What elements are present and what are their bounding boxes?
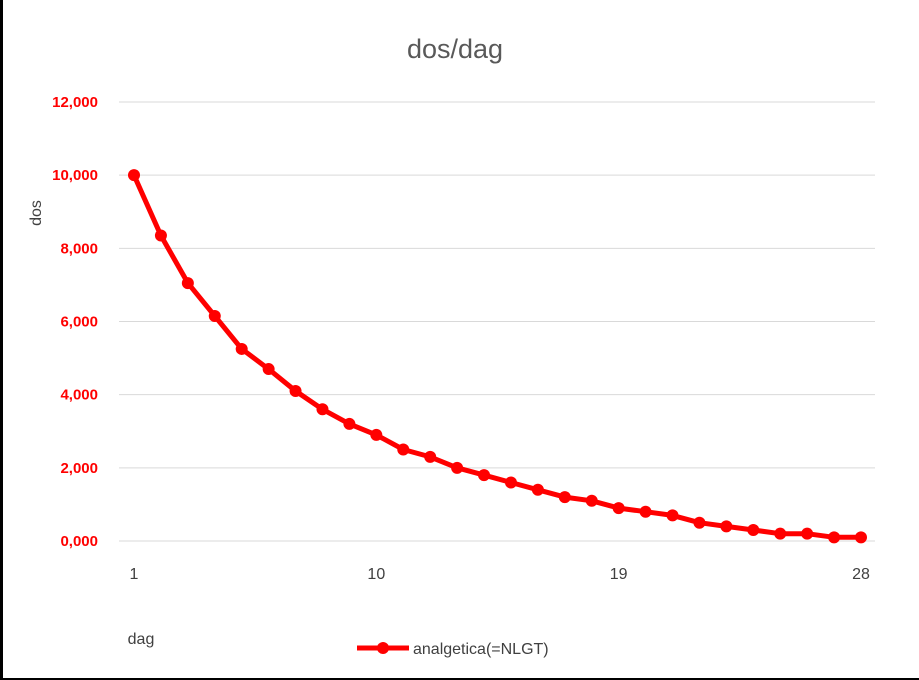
y-tick-label: 2,000 xyxy=(60,460,98,477)
data-point xyxy=(181,277,194,290)
data-point xyxy=(720,520,733,533)
data-point xyxy=(774,527,787,540)
data-point xyxy=(128,169,140,182)
data-point xyxy=(262,363,275,376)
y-tick-label: 12,000 xyxy=(52,94,98,111)
data-point xyxy=(747,524,760,537)
data-point xyxy=(235,342,248,355)
series-analgetica xyxy=(128,169,867,544)
data-point xyxy=(478,469,491,482)
data-point xyxy=(639,505,652,518)
legend-label: analgetica(=NLGT) xyxy=(413,641,549,658)
series-line-0 xyxy=(131,172,864,540)
y-tick-label: 0,000 xyxy=(60,533,98,550)
data-point xyxy=(451,461,464,474)
data-point xyxy=(531,483,544,496)
line-chart: dos/dag 0,000 2,000 4,000 6,000 8,000 10,000 1… xyxy=(28,34,875,658)
data-point xyxy=(397,443,410,456)
data-point xyxy=(558,491,571,504)
y-tick-label: 10,000 xyxy=(52,167,98,184)
legend-dot-marker xyxy=(377,642,389,654)
x-tick-label: 10 xyxy=(367,566,385,583)
x-tick-label: 28 xyxy=(852,566,870,583)
data-point xyxy=(801,527,814,540)
data-point xyxy=(343,417,356,430)
chart-title: dos/dag xyxy=(407,34,503,64)
data-point xyxy=(585,494,598,507)
y-tick-label: 6,000 xyxy=(60,314,98,331)
data-point xyxy=(855,531,867,544)
x-tick-label: 19 xyxy=(610,566,628,583)
data-point xyxy=(154,229,167,242)
y-axis-label: dos xyxy=(28,200,45,226)
data-point xyxy=(693,516,706,529)
data-point xyxy=(828,531,841,544)
data-point xyxy=(208,310,221,323)
x-tick-label: 1 xyxy=(130,566,139,583)
data-point xyxy=(316,403,329,416)
y-tick-label: 4,000 xyxy=(60,387,98,404)
y-tick-label: 8,000 xyxy=(60,240,98,257)
x-axis-label: dag xyxy=(128,631,155,648)
y-axis-ticks: 0,000 2,000 4,000 6,000 8,000 10,000 12,000 xyxy=(52,94,98,550)
data-point xyxy=(424,450,437,463)
data-point xyxy=(612,502,625,515)
data-point xyxy=(370,428,383,441)
legend: analgetica(=NLGT) xyxy=(357,641,549,658)
data-point xyxy=(289,385,302,398)
data-point xyxy=(666,509,679,522)
data-point xyxy=(504,476,517,489)
gridlines xyxy=(119,101,875,542)
x-axis-ticks: 1 10 19 28 xyxy=(130,566,870,583)
